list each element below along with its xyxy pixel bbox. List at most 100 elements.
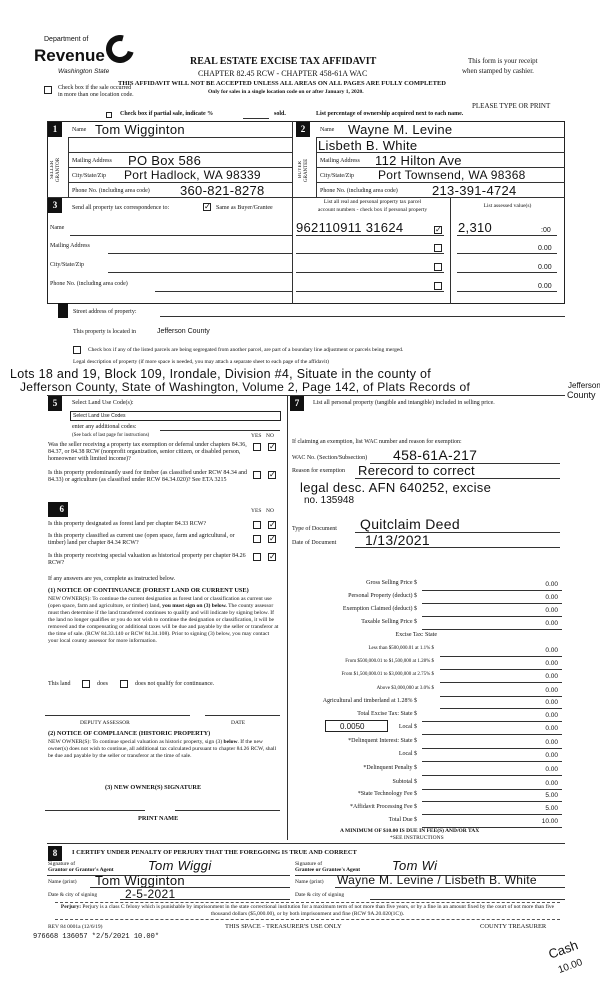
land-use-select[interactable]: Select Land Use Codes: [70, 411, 281, 421]
fee-value[interactable]: 0.00: [545, 647, 558, 654]
q5-yes-checkbox[interactable]: [253, 553, 261, 561]
fee-value[interactable]: 5.00: [545, 805, 558, 812]
personal-property-label: List all personal property (tangible and…: [313, 400, 495, 406]
partial-sale-checkbox[interactable]: [106, 112, 112, 118]
fee-label: Above $3,000,000 at 3.0% $: [376, 686, 434, 691]
grantor-signature[interactable]: Tom Wiggi: [148, 858, 212, 873]
additional-codes-field[interactable]: [160, 430, 280, 431]
seller-phone-field[interactable]: 360-821-8278: [180, 183, 265, 198]
fee-value[interactable]: 10.00: [541, 818, 558, 825]
doc-date-field[interactable]: 1/13/2021: [365, 532, 430, 548]
street-address-field[interactable]: [160, 316, 565, 317]
q3-no-checkbox[interactable]: ✓: [268, 520, 276, 529]
corr-mail-field[interactable]: [108, 253, 292, 254]
buyer-name-field[interactable]: Wayne M. Levine: [348, 122, 453, 137]
grantee-print-name[interactable]: Wayne M. Levine / Lisbeth B. White: [337, 873, 537, 887]
grantee-date-city[interactable]: [370, 899, 565, 900]
buyer-mail-field[interactable]: 112 Hilton Ave: [375, 153, 462, 168]
reason-line-2[interactable]: legal desc. AFN 640252, excise: [300, 480, 492, 495]
seller-city-field[interactable]: Port Hadlock, WA 98339: [124, 168, 261, 182]
q2-no-checkbox[interactable]: ✓: [268, 470, 276, 479]
q4-no-checkbox[interactable]: ✓: [268, 534, 276, 543]
fee-value[interactable]: 0.00: [545, 739, 558, 746]
fee-value[interactable]: 0.00: [545, 581, 558, 588]
seller-mail-field[interactable]: PO Box 586: [128, 153, 202, 168]
fee-value[interactable]: 5.00: [545, 792, 558, 799]
fee-value[interactable]: 0.00: [545, 712, 558, 719]
q1-no-checkbox[interactable]: ✓: [268, 442, 276, 451]
fee-value[interactable]: 0.00: [545, 607, 558, 614]
fee-row: Exemption Claimed (deduct) $ 0.00: [292, 604, 562, 617]
question-4: Is this property classified as current u…: [48, 533, 235, 546]
partial-pct-field[interactable]: [243, 118, 269, 119]
q3-yes-checkbox[interactable]: [253, 521, 261, 529]
grantor-date-label: Date & city of signing: [48, 892, 98, 898]
seller-name-field[interactable]: Tom Wigginton: [95, 122, 185, 137]
fee-value[interactable]: 0.00: [545, 660, 558, 667]
print-name-line[interactable]: [175, 810, 280, 811]
reason-line-3[interactable]: no. 135948: [304, 495, 355, 506]
segregated-checkbox[interactable]: [73, 346, 81, 354]
doc-type-field[interactable]: Quitclaim Deed: [360, 516, 460, 532]
same-as-buyer-checkbox[interactable]: ✓: [203, 202, 211, 211]
personal-property-checkbox[interactable]: [434, 282, 442, 290]
fee-value[interactable]: 0.00: [545, 725, 558, 732]
personal-property-checkbox[interactable]: [434, 244, 442, 252]
fee-value[interactable]: 0.00: [545, 620, 558, 627]
doc-type-label: Type of Document: [292, 526, 337, 532]
grantee-signature[interactable]: Tom Wi: [392, 858, 438, 873]
multi-location-checkbox[interactable]: [44, 86, 52, 94]
assessor-date-line[interactable]: [205, 715, 280, 716]
county-treasurer-label: COUNTY TREASURER: [480, 923, 547, 930]
additional-codes-label: enter any additional codes:: [72, 424, 137, 430]
legal-desc-line-3b[interactable]: County: [567, 390, 596, 400]
fee-value[interactable]: 0.00: [545, 766, 558, 773]
fee-label: Agricultural and timberland at 1.28% $: [322, 698, 417, 704]
fee-row: Gross Selling Price $ 0.00: [292, 578, 562, 591]
county-field[interactable]: Jefferson County: [157, 328, 210, 335]
fee-value[interactable]: 0.00: [545, 780, 558, 787]
fee-value[interactable]: 0.00: [545, 699, 558, 706]
fee-value[interactable]: 0.00: [545, 687, 558, 694]
grantor-print-name[interactable]: Tom Wigginton: [95, 873, 185, 888]
legal-desc-line-3a[interactable]: Jefferson: [568, 381, 600, 390]
corr-phone-field[interactable]: [155, 291, 292, 292]
fee-value[interactable]: 0.00: [545, 673, 558, 680]
corr-city-field[interactable]: [108, 272, 292, 273]
assessed-value-field[interactable]: 0.00: [538, 264, 552, 271]
legal-desc-line-1[interactable]: Lots 18 and 19, Block 109, Irondale, Div…: [10, 367, 432, 381]
reason-line-1[interactable]: Rerecord to correct: [358, 463, 475, 478]
buyer-city-field[interactable]: Port Townsend, WA 98368: [378, 168, 526, 182]
q4-yes-checkbox[interactable]: [253, 535, 261, 543]
corr-name-label: Name: [50, 225, 65, 231]
new-owner-signature-line[interactable]: [45, 810, 145, 811]
deputy-assessor-line[interactable]: [45, 715, 190, 716]
fee-value[interactable]: 0.00: [545, 752, 558, 759]
assessed-value-field[interactable]: 0.00: [538, 245, 552, 252]
assessed-value-field[interactable]: 0.00: [538, 283, 552, 290]
section-2-number: 2: [296, 122, 310, 137]
grantor-date-city[interactable]: 2-5-2021: [125, 887, 176, 901]
assessed-value-field[interactable]: 2,310: [458, 220, 493, 235]
buyer-phone-label: Phone No. (including area code): [320, 188, 398, 194]
doc-date-label: Date of Document: [292, 540, 337, 546]
rev-number: REV 84 0001a (12/6/19): [48, 924, 103, 930]
q2-yes-checkbox[interactable]: [253, 471, 261, 479]
q1-yes-checkbox[interactable]: [253, 443, 261, 451]
legal-desc-line-2[interactable]: Jefferson County, State of Washington, V…: [20, 380, 471, 394]
wac-field[interactable]: 458-61A-217: [393, 447, 478, 463]
see-instructions: *SEE INSTRUCTIONS: [390, 835, 444, 841]
form-title: REAL ESTATE EXCISE TAX AFFIDAVIT: [190, 56, 377, 67]
personal-property-checkbox[interactable]: [434, 263, 442, 271]
does-qualify-checkbox[interactable]: [82, 680, 90, 688]
parcel-number-field[interactable]: 962110911 31624: [296, 220, 404, 235]
buyer-phone-field[interactable]: 213-391-4724: [432, 183, 517, 198]
personal-property-checkbox[interactable]: ✓: [434, 225, 442, 234]
logo-top: Department of: [44, 36, 89, 43]
does-not-qualify-checkbox[interactable]: [120, 680, 128, 688]
buyer-name-2-field[interactable]: Lisbeth B. White: [318, 138, 418, 153]
claiming-exemption-label: If claiming an exemption, list WAC numbe…: [292, 439, 462, 445]
q5-no-checkbox[interactable]: ✓: [268, 552, 276, 561]
fee-value[interactable]: 0.00: [545, 594, 558, 601]
corr-name-field[interactable]: [70, 235, 292, 236]
